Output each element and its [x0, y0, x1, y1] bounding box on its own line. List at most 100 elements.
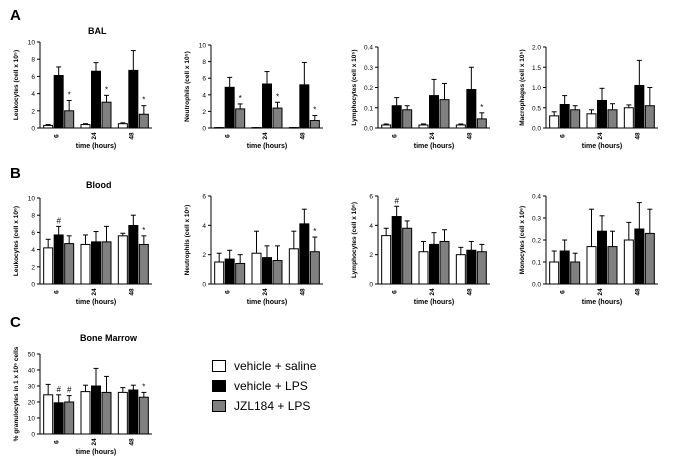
- significance-mark: *: [276, 92, 279, 101]
- legend-label: vehicle + saline: [234, 359, 317, 373]
- significance-mark: #: [56, 385, 61, 394]
- bar: [570, 109, 581, 129]
- y-tick-label: 0: [31, 432, 35, 439]
- x-tick-label: 48: [466, 288, 473, 296]
- y-tick-label: 4: [31, 91, 35, 98]
- panel-letter: B: [10, 165, 21, 182]
- x-tick-label: 24: [91, 288, 98, 296]
- x-tick-label: 6: [225, 134, 232, 138]
- y-axis-label: Macrophages (cell x 10⁵): [519, 49, 526, 125]
- x-axis-label: time (hours): [414, 299, 454, 306]
- bar: [64, 243, 75, 285]
- x-tick-label: 24: [262, 288, 269, 296]
- x-axis-label: time (hours): [247, 143, 287, 150]
- bar: [549, 115, 560, 129]
- y-tick-label: 0.2: [532, 238, 541, 245]
- bar: [439, 99, 450, 129]
- section-title: Blood: [86, 180, 112, 190]
- significance-mark: #: [67, 386, 72, 395]
- x-axis-label: time (hours): [247, 299, 287, 306]
- y-tick-label: 0.2: [364, 85, 373, 92]
- bar: [418, 124, 429, 129]
- y-axis-label: % granulocytes in 1 x 10⁶ cells: [13, 346, 20, 441]
- y-axis-label: Leukocytes (cell x 10⁵): [13, 50, 20, 120]
- bar: [272, 107, 283, 129]
- x-tick-label: 6: [392, 290, 399, 294]
- x-axis-label: time (hours): [76, 143, 116, 150]
- significance-mark: *: [105, 85, 108, 94]
- significance-mark: #: [56, 216, 61, 225]
- bar: [381, 235, 392, 285]
- y-tick-label: 6: [31, 74, 35, 81]
- bar: [101, 101, 112, 129]
- bar: [466, 249, 477, 285]
- bar: [117, 123, 128, 129]
- bar: [272, 260, 283, 285]
- bar: [391, 216, 402, 285]
- bar: [586, 113, 597, 129]
- y-tick-label: 10: [199, 43, 207, 50]
- bar: [53, 234, 64, 285]
- bar: [309, 120, 320, 129]
- bar: [586, 246, 597, 285]
- bar: [91, 70, 101, 129]
- y-tick-label: 8: [31, 213, 35, 220]
- bar: [138, 113, 149, 129]
- x-tick-label: 24: [597, 288, 604, 296]
- bar: [117, 235, 128, 285]
- bar: [80, 243, 91, 285]
- legend-item: vehicle + saline: [212, 356, 372, 376]
- bar: [80, 124, 91, 129]
- bar: [455, 254, 466, 285]
- bar: [418, 251, 429, 285]
- bar: [64, 401, 75, 435]
- y-tick-label: 10: [28, 416, 36, 423]
- x-tick-label: 48: [128, 132, 135, 140]
- y-tick-label: 6: [369, 194, 373, 201]
- y-tick-label: 6: [202, 194, 206, 201]
- y-tick-label: 0.0: [532, 282, 541, 289]
- legend-swatch-gray: [212, 400, 226, 412]
- bar: [476, 118, 487, 129]
- y-tick-label: 6: [202, 76, 206, 83]
- y-tick-label: 40: [28, 368, 36, 375]
- legend: vehicle + saline vehicle + LPS JZL184 + …: [212, 356, 372, 416]
- x-axis-label: time (hours): [76, 449, 116, 456]
- significance-mark: *: [239, 94, 242, 103]
- bar: [214, 261, 225, 285]
- bar: [559, 104, 570, 129]
- x-tick-label: 48: [128, 438, 135, 446]
- bar: [597, 230, 607, 285]
- x-tick-label: 6: [54, 440, 61, 444]
- y-tick-label: 0.1: [364, 105, 373, 112]
- x-tick-label: 48: [466, 132, 473, 140]
- bar: [299, 84, 310, 129]
- y-tick-label: 0: [31, 282, 35, 289]
- x-tick-label: 48: [128, 288, 135, 296]
- bar: [476, 251, 487, 285]
- y-tick-label: 2: [31, 108, 35, 115]
- y-tick-label: 0.3: [532, 216, 541, 223]
- bar: [439, 240, 450, 285]
- bar: [91, 385, 101, 435]
- x-tick-label: 24: [262, 132, 269, 140]
- bar: [570, 261, 581, 285]
- x-tick-label: 48: [634, 288, 641, 296]
- y-tick-label: 2: [202, 252, 206, 259]
- significance-mark: *: [480, 103, 483, 112]
- x-tick-label: 6: [560, 290, 567, 294]
- significance-mark: *: [68, 90, 71, 99]
- y-tick-label: 4: [202, 92, 206, 99]
- y-tick-label: 0.1: [532, 260, 541, 267]
- bar: [607, 246, 618, 285]
- significance-mark: #: [394, 196, 399, 205]
- bar: [43, 124, 54, 129]
- y-tick-label: 20: [28, 400, 36, 407]
- x-axis-label: time (hours): [582, 143, 622, 150]
- x-tick-label: 6: [392, 134, 399, 138]
- bar: [101, 241, 112, 285]
- bar: [623, 107, 634, 129]
- y-tick-label: 1.5: [532, 65, 541, 72]
- y-axis-label: Monocytes (cell x 10⁶): [519, 206, 526, 274]
